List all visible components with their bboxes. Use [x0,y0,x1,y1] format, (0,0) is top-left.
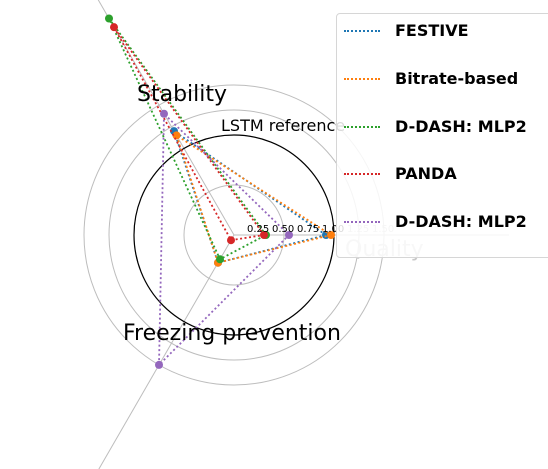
legend-label: PANDA [395,164,457,183]
legend-swatch [344,30,380,32]
tick-label: 0.50 [272,224,294,235]
tick-label: 1.00 [322,224,344,235]
tick-label: 0.75 [297,224,319,235]
data-point [285,231,293,239]
data-point [110,23,118,32]
legend-item-ddash-mlp2-a: D-DASH: MLP2 [337,114,548,138]
legend-item-ddash-mlp2-b: D-DASH: MLP2 [337,209,548,233]
legend-swatch [344,221,380,223]
axis-title-freezing-prevention: Freezing prevention [123,321,341,346]
legend-label: D-DASH: MLP2 [395,212,527,231]
legend-swatch [344,78,380,80]
data-point [105,14,113,23]
legend-swatch [344,173,380,175]
series-line [158,111,291,368]
data-point [160,109,168,118]
legend-label: D-DASH: MLP2 [395,117,527,136]
series-line [174,133,334,264]
legend-label: Bitrate-based [395,69,519,88]
legend-item-festive: FESTIVE [337,18,548,42]
data-point [227,236,235,245]
legend-swatch [344,126,380,128]
data-point [155,360,163,369]
data-point [260,231,268,239]
data-point [327,231,335,239]
data-point [216,255,224,264]
legend: FESTIVE Bitrate-based D-DASH: MLP2 PANDA… [336,13,548,258]
axis-spoke [98,234,235,469]
reference-label: LSTM reference [221,116,345,135]
legend-label: FESTIVE [395,21,469,40]
data-point [172,131,181,140]
legend-item-panda: PANDA [337,161,548,185]
tick-label: 0.25 [247,224,269,235]
series-line [108,17,268,261]
axis-title-stability: Stability [137,82,227,107]
legend-item-bitrate-based: Bitrate-based [337,66,548,90]
